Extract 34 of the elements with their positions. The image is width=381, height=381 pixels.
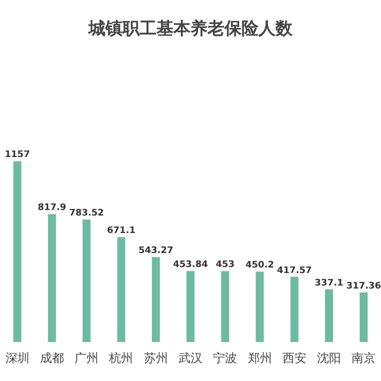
bar — [48, 214, 56, 342]
bar — [82, 220, 91, 342]
data-label: 453 — [216, 260, 235, 270]
bar — [13, 161, 22, 342]
bar — [360, 292, 368, 342]
bar — [186, 271, 194, 342]
bar — [152, 257, 160, 342]
x-tick-label: 武汉 — [178, 351, 202, 365]
x-tick-label: 南京 — [352, 351, 376, 365]
x-tick-label: 深圳 — [5, 351, 30, 365]
x-tick-label: 苏州 — [144, 351, 168, 365]
data-label: 543.27 — [138, 246, 174, 256]
data-label: 450.2 — [246, 260, 274, 271]
data-label: 783.52 — [69, 208, 104, 219]
x-tick-label: 西安 — [282, 351, 306, 365]
bar — [221, 271, 230, 342]
x-tick-label: 成都 — [40, 351, 64, 365]
data-label: 453.84 — [173, 260, 208, 270]
bar — [256, 272, 264, 342]
x-tick-label: 广州 — [74, 351, 99, 365]
data-label: 817.9 — [38, 203, 66, 214]
x-tick-label: 宁波 — [213, 351, 238, 365]
data-label: 1157 — [4, 150, 30, 160]
x-tick-label: 杭州 — [108, 351, 134, 365]
x-tick-label: 郑州 — [248, 351, 272, 365]
x-tick-label: 沈阳 — [317, 351, 342, 365]
data-label: 337.1 — [314, 278, 344, 288]
data-label: 317.36 — [346, 281, 381, 292]
bar — [290, 276, 298, 342]
bar — [117, 237, 126, 342]
chart-title: 城镇职工基本养老保险人数 — [88, 19, 294, 39]
bar — [325, 289, 334, 342]
data-label: 417.57 — [277, 266, 312, 276]
data-label: 671.1 — [106, 226, 136, 236]
